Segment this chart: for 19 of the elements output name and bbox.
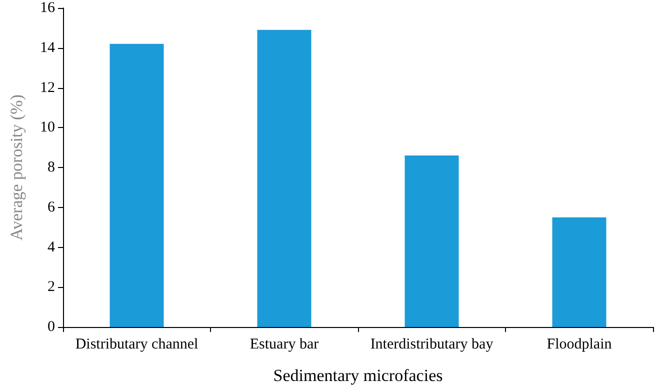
x-tick-label: Distributary channel: [75, 336, 198, 352]
x-axis-title: Sedimentary microfacies: [273, 366, 443, 385]
x-tick-label: Floodplain: [546, 336, 612, 352]
y-tick-label: 16: [40, 0, 56, 16]
bar: [110, 44, 164, 327]
y-tick-label: 12: [40, 80, 55, 96]
y-axis-title: Average porosity (%): [7, 94, 26, 241]
y-tick-label: 6: [48, 199, 56, 216]
x-tick-label: Interdistributary bay: [370, 336, 494, 352]
y-tick-label: 0: [48, 319, 55, 335]
bar: [404, 156, 459, 327]
bar: [257, 30, 312, 327]
y-tick-label: 8: [48, 160, 55, 176]
y-tick-label: 2: [48, 279, 55, 296]
y-tick-label: 14: [40, 40, 56, 56]
y-tick-label: 4: [48, 239, 56, 256]
x-tick-label: Estuary bar: [250, 336, 319, 352]
y-tick-label: 10: [40, 120, 55, 136]
bar: [552, 217, 606, 327]
